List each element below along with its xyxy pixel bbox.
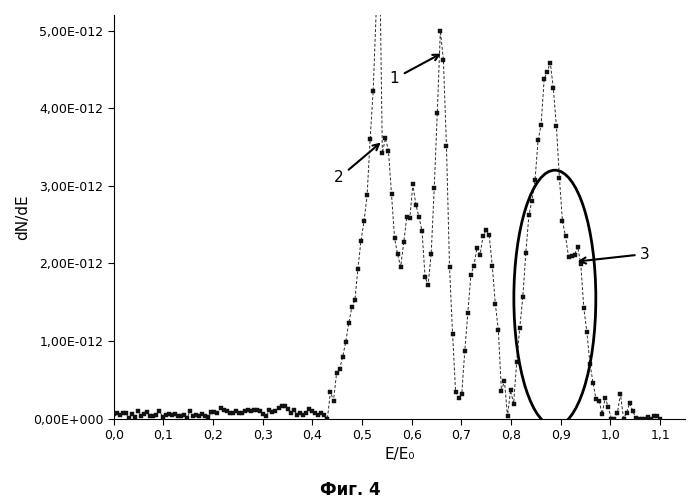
Text: 3: 3: [580, 246, 650, 264]
Text: Фиг. 4: Фиг. 4: [320, 481, 380, 499]
Text: 1: 1: [390, 54, 439, 86]
Y-axis label: dN/dE: dN/dE: [15, 194, 30, 240]
X-axis label: E/E₀: E/E₀: [384, 448, 414, 462]
Text: 2: 2: [334, 144, 379, 186]
